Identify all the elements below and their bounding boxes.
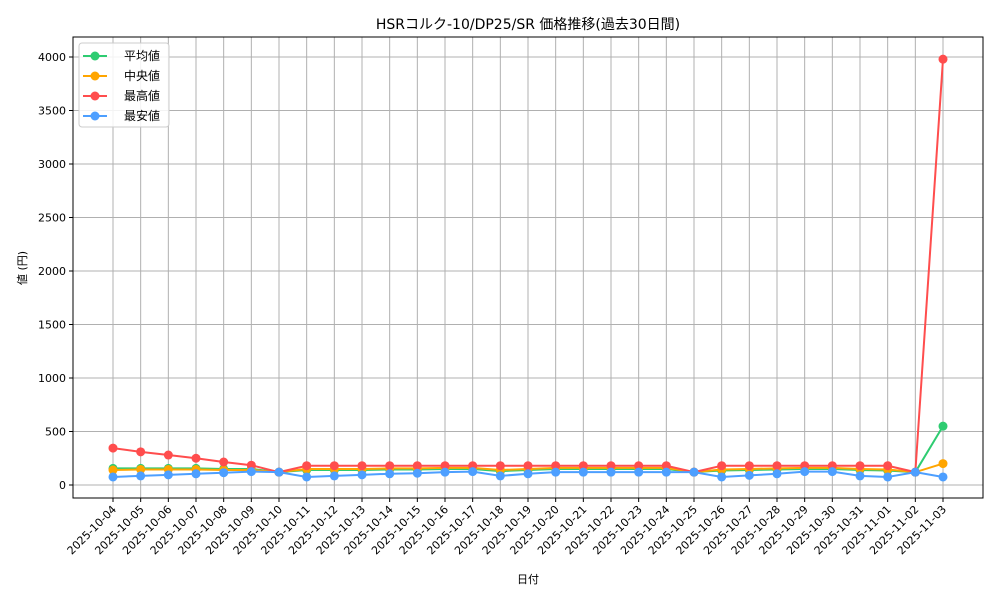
data-point-marker (219, 457, 229, 467)
data-point-marker (855, 461, 865, 471)
data-point-marker (938, 421, 948, 431)
data-point-marker (440, 461, 450, 471)
data-point-marker (108, 465, 118, 475)
y-tick-label: 500 (45, 426, 66, 439)
data-point-marker (495, 461, 505, 471)
legend: 平均値 中央値 最高値 最安値 (78, 42, 170, 128)
data-point-marker (661, 467, 671, 477)
data-point-marker (108, 443, 118, 453)
data-point-marker (744, 461, 754, 471)
data-point-marker (302, 461, 312, 471)
legend-marker-icon (90, 71, 100, 81)
data-point-marker (938, 54, 948, 64)
data-point-marker (606, 461, 616, 471)
data-point-marker (661, 461, 671, 471)
legend-label: 最高値 (124, 88, 160, 103)
data-point-marker (578, 461, 588, 471)
data-point-marker (606, 467, 616, 477)
data-series (108, 54, 948, 482)
legend-label: 最安値 (124, 108, 160, 123)
data-point-marker (523, 469, 533, 479)
data-point-marker (468, 467, 478, 477)
data-point-marker (357, 470, 367, 480)
data-point-marker (385, 461, 395, 471)
data-point-marker (136, 471, 146, 481)
data-point-marker (938, 459, 948, 469)
y-tick-label: 2500 (38, 212, 66, 225)
data-point-marker (163, 450, 173, 460)
data-point-marker (302, 472, 312, 482)
legend-marker-icon (90, 51, 100, 61)
data-point-marker (412, 461, 422, 471)
data-point-marker (191, 469, 201, 479)
series-最高値 (108, 54, 948, 477)
data-point-marker (329, 471, 339, 481)
x-axis-ticks: 2025-10-042025-10-052025-10-062025-10-07… (65, 498, 949, 557)
legend-marker-icon (90, 111, 100, 121)
data-point-marker (744, 470, 754, 480)
data-point-marker (551, 467, 561, 477)
legend-item-median: 中央値 (83, 68, 160, 83)
data-point-marker (689, 467, 699, 477)
data-point-marker (772, 461, 782, 471)
chart-title: HSRコルク-10/DP25/SR 価格推移(過去30日間) (376, 17, 680, 33)
data-point-marker (634, 461, 644, 471)
x-axis-label: 日付 (517, 573, 539, 586)
data-point-marker (800, 467, 810, 477)
data-point-marker (219, 468, 229, 478)
legend-item-min: 最安値 (83, 108, 160, 123)
y-tick-label: 3000 (38, 158, 66, 171)
data-point-marker (551, 461, 561, 471)
data-point-marker (634, 467, 644, 477)
series-最安値 (108, 467, 948, 482)
data-point-marker (938, 472, 948, 482)
y-tick-label: 0 (59, 479, 66, 492)
data-point-marker (883, 472, 893, 482)
data-point-marker (191, 453, 201, 463)
data-point-marker (772, 469, 782, 479)
data-point-marker (108, 472, 118, 482)
y-axis-ticks: 0 500 1000 1500 2000 2500 3000 3500 4000 (38, 51, 73, 492)
legend-item-average: 平均値 (83, 48, 160, 63)
data-point-marker (136, 447, 146, 457)
data-point-marker (883, 461, 893, 471)
data-point-marker (440, 467, 450, 477)
data-point-marker (357, 461, 367, 471)
data-point-marker (910, 467, 920, 477)
legend-label: 平均値 (124, 48, 160, 63)
data-point-marker (495, 471, 505, 481)
data-point-marker (329, 461, 339, 471)
y-axis-label: 値 (円) (16, 251, 29, 285)
y-tick-label: 2000 (38, 265, 66, 278)
data-point-marker (717, 472, 727, 482)
data-point-marker (578, 467, 588, 477)
y-tick-label: 4000 (38, 51, 66, 64)
data-point-marker (523, 461, 533, 471)
legend-marker-icon (90, 91, 100, 101)
legend-box (78, 42, 170, 128)
data-point-marker (163, 470, 173, 480)
y-tick-label: 1500 (38, 319, 66, 332)
legend-item-max: 最高値 (83, 88, 160, 103)
data-point-marker (274, 467, 284, 477)
data-point-marker (385, 469, 395, 479)
grid-lines (73, 37, 983, 498)
y-tick-label: 3500 (38, 105, 66, 118)
data-point-marker (246, 460, 256, 470)
data-point-marker (136, 464, 146, 474)
data-point-marker (855, 471, 865, 481)
legend-label: 中央値 (124, 68, 160, 83)
data-point-marker (412, 468, 422, 478)
data-point-marker (827, 467, 837, 477)
data-point-marker (717, 461, 727, 471)
y-tick-label: 1000 (38, 372, 66, 385)
data-point-marker (246, 467, 256, 477)
